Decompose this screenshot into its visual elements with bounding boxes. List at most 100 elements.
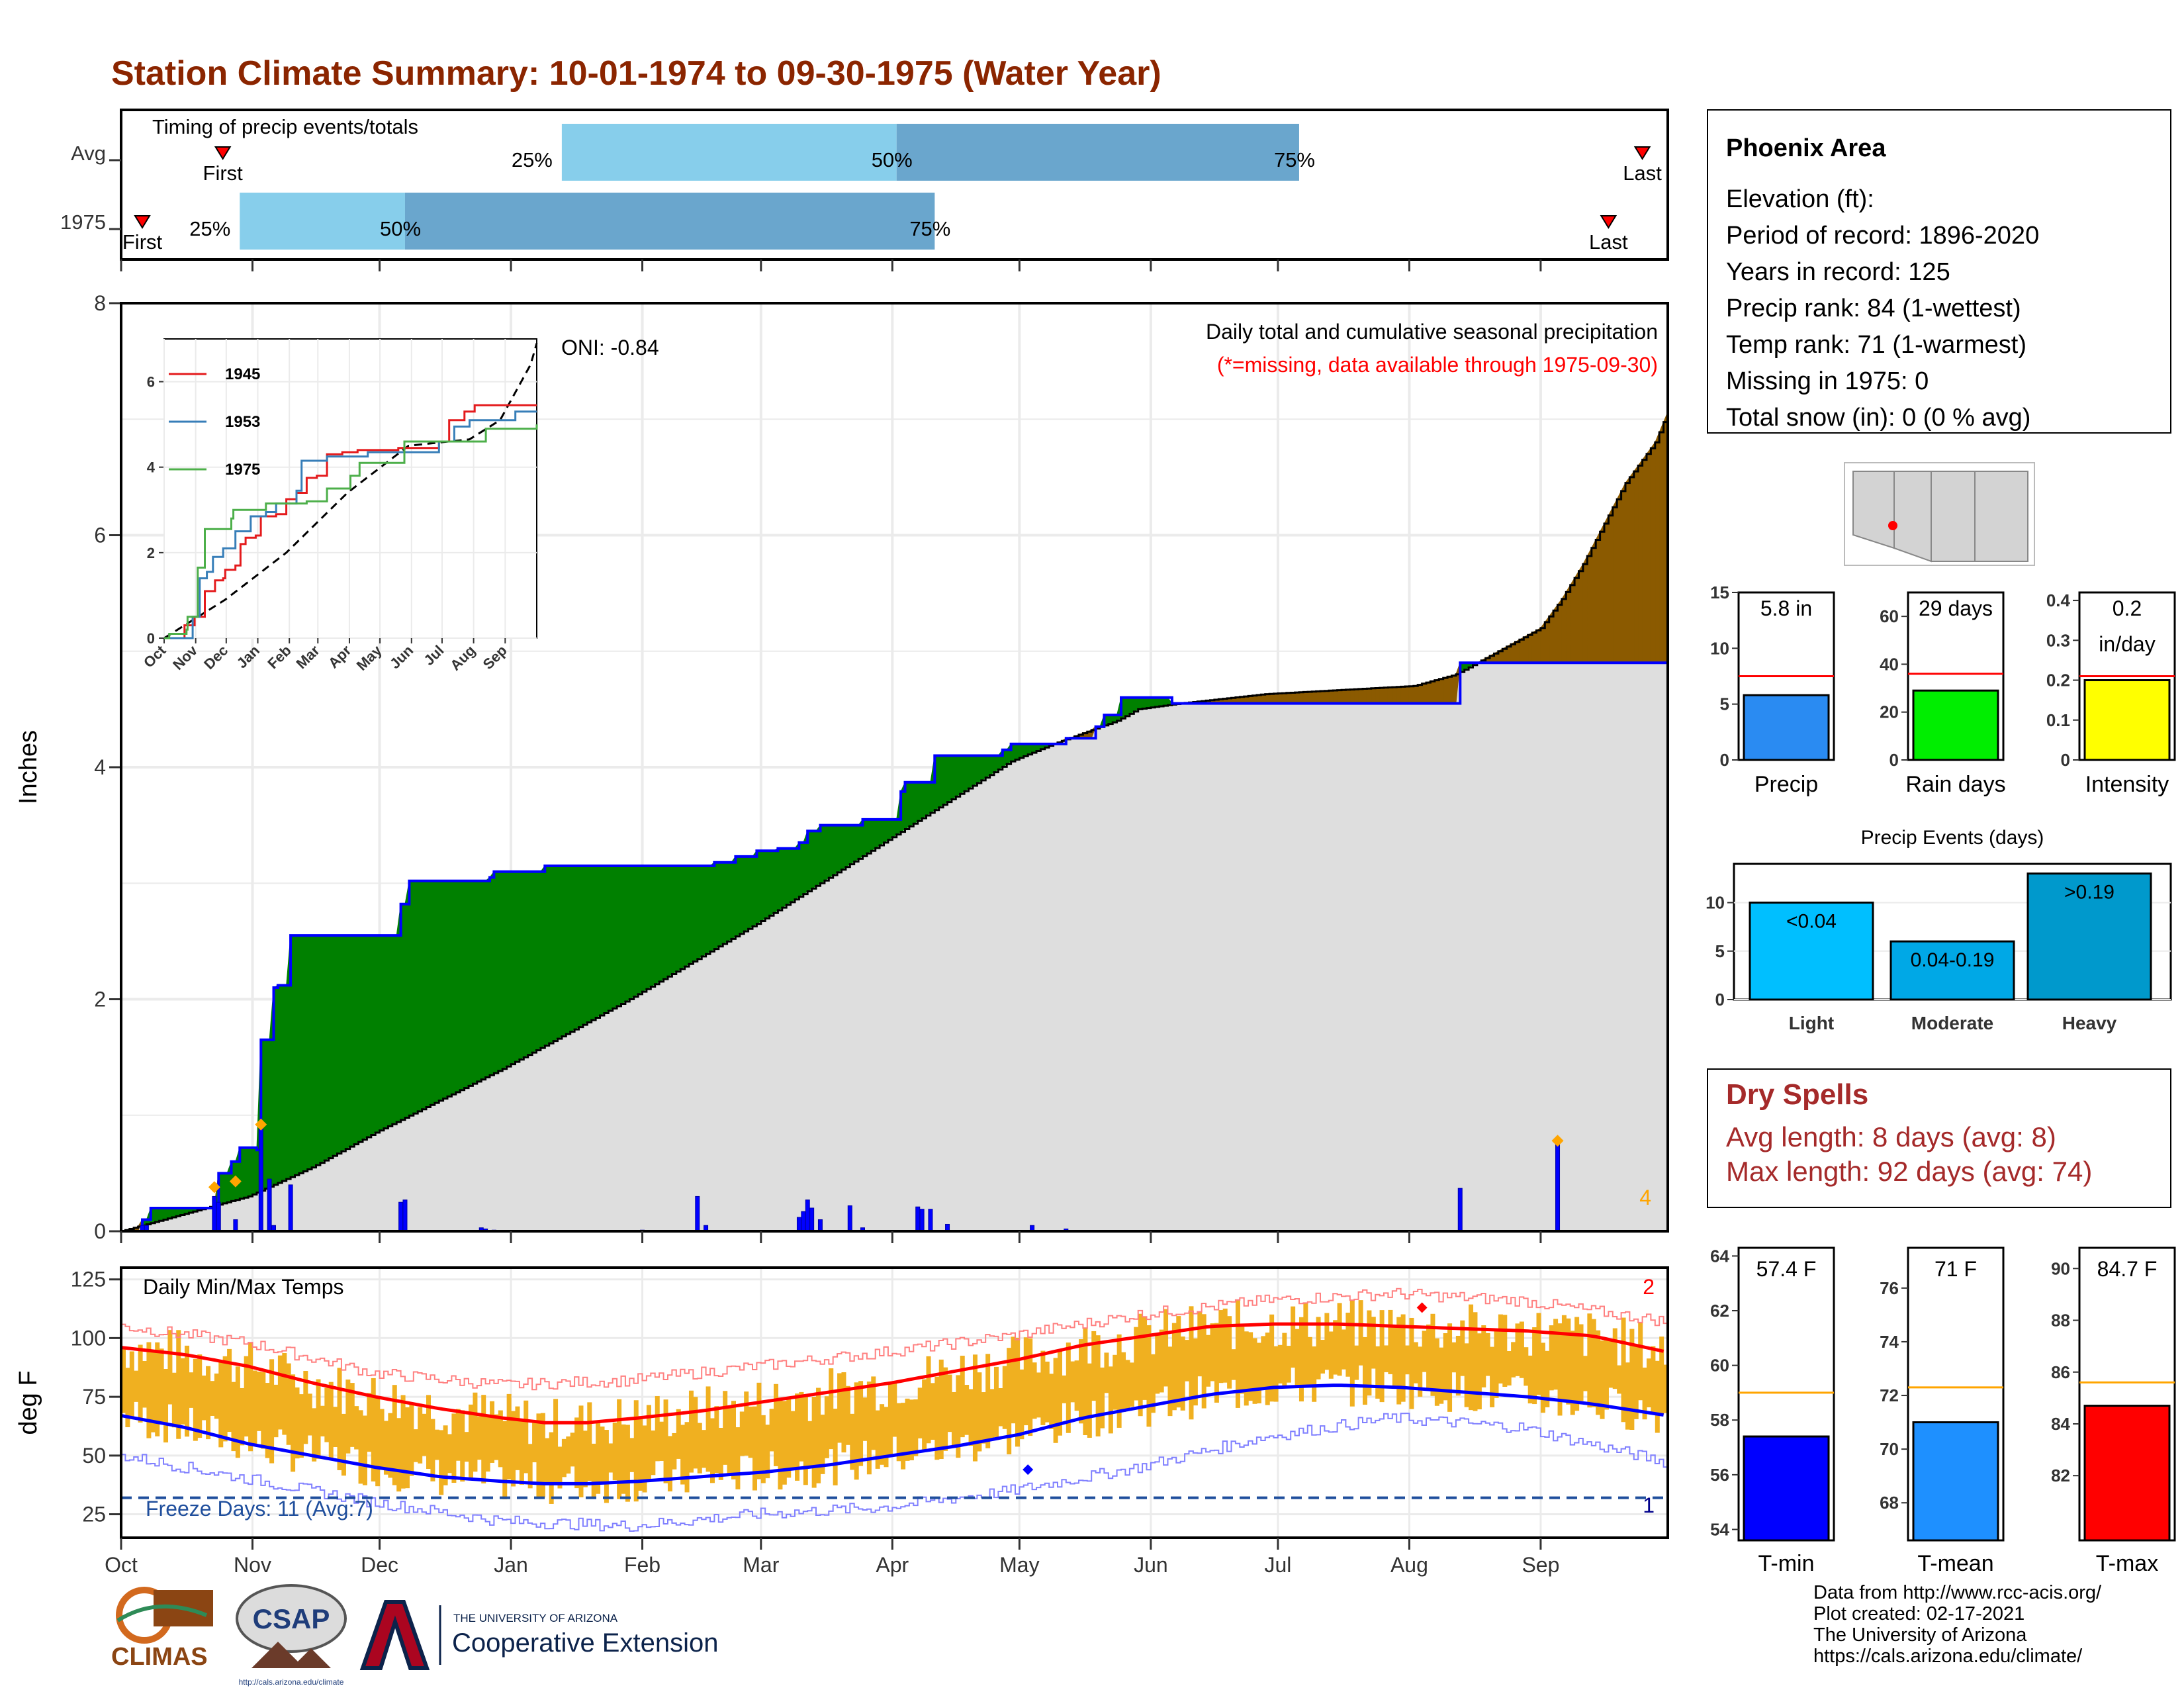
daily-temp-bar [985, 1354, 991, 1448]
footer-data-source: Data from http://www.rcc-acis.org/ [1813, 1582, 2102, 1603]
daily-temp-bar [705, 1386, 711, 1472]
daily-temp-bar [426, 1395, 431, 1470]
daily-precip-bar [817, 1219, 823, 1231]
daily-temp-bar [896, 1403, 901, 1462]
summary-ytick-label-precip-summary: 0 [1720, 750, 1729, 770]
inset-ytick-label-6: 6 [147, 374, 155, 391]
daily-precip-bar [919, 1209, 925, 1231]
daily-temp-bar [714, 1406, 719, 1474]
daily-temp-bar [447, 1434, 453, 1474]
timing-pct-75-Avg: 75% [1274, 148, 1315, 171]
daily-temp-bar [371, 1378, 376, 1482]
temp-ytick-label-100: 100 [71, 1326, 106, 1350]
daily-temp-bar [1002, 1366, 1007, 1429]
daily-temp-bar [1337, 1303, 1342, 1376]
daily-temp-bar [129, 1351, 134, 1417]
daily-temp-bar [629, 1438, 635, 1472]
daily-temp-bar [960, 1356, 965, 1438]
timing-first-marker-Avg [214, 146, 232, 160]
daily-temp-bar [676, 1409, 681, 1459]
daily-precip-bar [1555, 1138, 1561, 1231]
info-years: Years in record: 125 [1726, 258, 1950, 286]
events-ytick-label-10: 10 [1706, 893, 1725, 913]
daily-temp-bar [778, 1397, 783, 1490]
daily-precip-bar [1457, 1188, 1463, 1231]
climas-logo-text: CLIMAS [111, 1643, 208, 1671]
summary-category-raindays-summary: Rain days [1905, 772, 2005, 797]
daily-precip-bar [233, 1219, 238, 1231]
climas-logo-swoosh [116, 1604, 208, 1622]
daily-temp-bar [820, 1415, 825, 1474]
daily-temp-bar [1642, 1367, 1647, 1420]
daily-temp-bar [1557, 1323, 1563, 1416]
daily-temp-bar [142, 1360, 148, 1408]
daily-temp-bar [1617, 1365, 1622, 1394]
temp-summary-value-label-tmin-summary: 57.4 F [1756, 1257, 1817, 1281]
temp-summary-category-tmin-summary: T-min [1758, 1551, 1815, 1576]
daily-temp-bar [333, 1407, 338, 1448]
daily-temp-bar [295, 1387, 300, 1459]
daily-temp-bar [379, 1409, 385, 1469]
daily-temp-bar [1040, 1350, 1046, 1425]
temp-summary-ytick-label-tmean-summary: 74 [1880, 1332, 1899, 1352]
daily-temp-bar [1189, 1306, 1194, 1420]
daily-temp-bar [1469, 1304, 1474, 1411]
daily-temp-bar [477, 1416, 482, 1460]
daily-temp-bar [1633, 1346, 1639, 1419]
daily-temp-bar [1439, 1347, 1444, 1404]
summary-bar-precip-summary [1743, 694, 1830, 761]
daily-temp-bar [774, 1383, 779, 1466]
temp-ytick-label-75: 75 [82, 1385, 106, 1409]
summary-ytick-label-intensity-summary: 0 [2061, 750, 2070, 770]
month-label-Dec: Dec [361, 1553, 398, 1577]
daily-temp-bar [1277, 1344, 1283, 1383]
timing-bar-q2-Avg [896, 124, 1299, 181]
daily-temp-bar [1354, 1345, 1359, 1380]
daily-temp-bar [901, 1403, 906, 1470]
summary-bar-raindays-summary [1912, 689, 1999, 761]
daily-temp-bar [307, 1393, 312, 1436]
daily-temp-bar [850, 1413, 855, 1470]
daily-temp-bar [769, 1409, 774, 1452]
temp-y-label: deg F [15, 1370, 42, 1434]
daily-temp-bar [1358, 1300, 1363, 1366]
timing-first-label-1975: First [122, 230, 163, 254]
ua-a-icon [359, 1600, 430, 1670]
timing-pct-50-Avg: 50% [872, 148, 913, 171]
daily-temp-bar [1019, 1369, 1024, 1440]
temp-summary-ytick-label-tmean-summary: 72 [1880, 1385, 1899, 1405]
timing-last-marker-Avg [1633, 146, 1651, 160]
timing-bar-q1-Avg [561, 124, 897, 181]
daily-temp-bar [536, 1413, 541, 1498]
footer-plot-created: Plot created: 02-17-2021 [1813, 1603, 2025, 1624]
temp-summary-ytick-label-tmax-summary: 88 [2051, 1311, 2070, 1331]
daily-temp-bar [1210, 1323, 1215, 1382]
daily-temp-bar [1400, 1314, 1406, 1402]
precip-marker-point [208, 1181, 220, 1194]
daily-temp-bar [1049, 1374, 1054, 1429]
daily-temp-bar [1502, 1315, 1508, 1387]
daily-temp-bar [1524, 1347, 1529, 1386]
summary-category-intensity-summary: Intensity [2085, 772, 2169, 797]
daily-temp-bar [608, 1443, 614, 1473]
month-label-Aug: Aug [1390, 1553, 1428, 1577]
station-name: Phoenix Area [1726, 134, 1886, 162]
daily-temp-bar [553, 1399, 559, 1483]
temp-count-low: 1 [1643, 1493, 1655, 1517]
daily-temp-bar [1100, 1367, 1105, 1429]
daily-temp-bar [1621, 1317, 1626, 1423]
daily-temp-bar [1367, 1310, 1372, 1396]
daily-temp-bar [1422, 1331, 1427, 1372]
daily-temp-bar [515, 1406, 520, 1470]
daily-temp-bar [252, 1370, 257, 1445]
timing-row-1975-label: 1975 [60, 211, 106, 234]
summary-ytick-label-intensity-summary: 0.3 [2046, 630, 2070, 650]
daily-temp-bar [1582, 1356, 1588, 1391]
precip-marker-point [255, 1118, 267, 1131]
daily-temp-bar [1291, 1306, 1296, 1368]
temp-title: Daily Min/Max Temps [143, 1275, 343, 1299]
daily-temp-bar [1113, 1354, 1118, 1410]
record-low-marker [1023, 1464, 1034, 1476]
daily-temp-bar [799, 1391, 804, 1462]
daily-temp-bar [723, 1391, 728, 1465]
